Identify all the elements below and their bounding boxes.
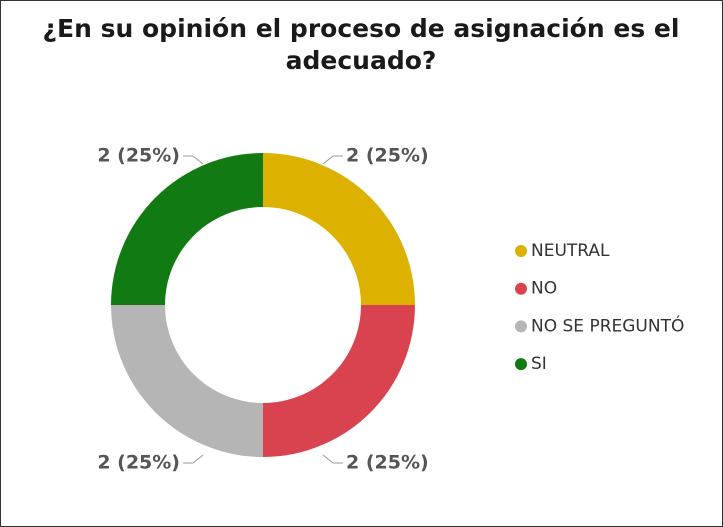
- legend-marker: [515, 282, 527, 295]
- legend-label: NO: [531, 279, 557, 299]
- legend-marker: [515, 245, 527, 257]
- donut-segment: [263, 305, 415, 457]
- leader-line: [183, 454, 204, 464]
- legend-label: NEUTRAL: [531, 241, 610, 261]
- leader-line: [322, 454, 343, 464]
- legend-label: NO SE PREGUNTÓ: [531, 314, 684, 336]
- donut-segment: [111, 305, 263, 457]
- legend-marker: [515, 320, 527, 333]
- data-label: 2 (25%): [97, 145, 180, 167]
- leader-line: [183, 155, 204, 165]
- legend-marker: [515, 358, 527, 371]
- data-label: 2 (25%): [346, 145, 429, 167]
- data-label: 2 (25%): [97, 452, 180, 474]
- donut-segment: [263, 153, 415, 305]
- data-label: 2 (25%): [346, 452, 429, 474]
- chart-title: ¿En su opinión el proceso de asignación …: [42, 14, 680, 75]
- leader-line: [322, 155, 343, 165]
- donut-segment: [111, 153, 263, 305]
- legend-label: SI: [531, 354, 547, 374]
